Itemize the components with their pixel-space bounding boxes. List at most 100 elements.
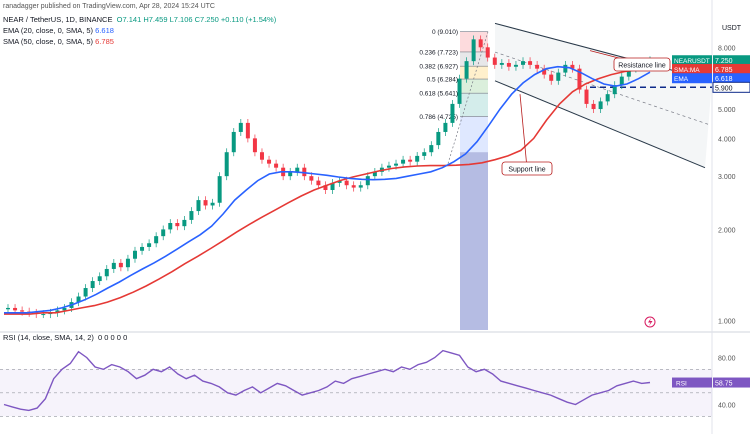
candle-body (570, 64, 575, 69)
sma-legend-label: SMA (50, close, 0, SMA, 5) (3, 37, 94, 46)
candle-body (577, 68, 582, 90)
candle-body (111, 262, 116, 269)
ema-legend-value: 6.618 (95, 26, 114, 35)
candle-body (245, 122, 250, 139)
candle-body (528, 61, 533, 65)
fib-level-label: 0 (9.010) (432, 29, 458, 36)
candle-body (506, 62, 511, 67)
price-tick-label: 5.000 (718, 107, 736, 114)
sma-50-line (4, 68, 651, 315)
symbol-badge: NEARUSDT (674, 58, 710, 65)
lightning-icon-bolt (648, 318, 653, 326)
rsi-legend-label: RSI (14, close, SMA, 14, 2) (3, 333, 94, 342)
lightning-icon (644, 316, 656, 328)
sma-legend[interactable]: SMA (50, close, 0, SMA, 5) 6.785 (3, 37, 114, 46)
ema-legend[interactable]: EMA (20, close, 0, SMA, 5) 6.618 (3, 26, 114, 35)
rsi-tag-bg (672, 377, 712, 388)
fib-zone (460, 66, 488, 80)
candle-body (295, 167, 300, 172)
candle-body (626, 68, 631, 77)
candle-body (598, 101, 603, 110)
fib-zone (460, 79, 488, 94)
candle-body (259, 152, 264, 160)
rsi-tick-label: 40.00 (718, 403, 736, 410)
candle-body (83, 288, 88, 297)
resistance-callout-label: Resistance line (618, 63, 666, 70)
ema-value-badge: 6.618 (715, 76, 733, 83)
rsi-line (3, 349, 651, 412)
candle-body (147, 243, 152, 247)
candle-body (499, 62, 504, 65)
fib-level-label: 0.786 (4.725) (419, 114, 458, 121)
candle-body (62, 307, 67, 311)
resistance-callout-box (613, 57, 671, 72)
candle-body (309, 176, 314, 181)
lightning-icon-ring (644, 316, 656, 328)
axis-currency: USDT (722, 25, 742, 32)
candle-body (41, 314, 46, 316)
level-badge: 5.900 (715, 85, 733, 92)
sma-tag: SMA:MA (674, 67, 700, 74)
fib-trend-line (447, 31, 489, 164)
fib-zone (460, 152, 488, 330)
support-callout-pointer (519, 94, 528, 169)
candle-body (6, 307, 10, 310)
channel-fill (495, 23, 712, 168)
rsi-legend-tail: 0 0 0 0 0 (98, 333, 128, 342)
candle-body (337, 180, 342, 183)
ema-tag: EMA (674, 76, 689, 83)
candle-body (76, 296, 81, 303)
support-callout-label: Support line (508, 167, 545, 174)
candle-body (97, 276, 102, 282)
candle-body (471, 39, 476, 62)
candle-body (203, 200, 208, 206)
ema-20-line (4, 65, 651, 314)
price-tick-label: 3.000 (718, 174, 736, 181)
candle-body (252, 138, 257, 153)
ema-legend-label: EMA (20, close, 0, SMA, 5) (3, 26, 94, 35)
support-line (494, 80, 706, 169)
candle-body (429, 145, 434, 153)
candle-body (154, 236, 159, 244)
sma-value-badge: 6.785 (715, 67, 733, 74)
fib-level-label: 0.382 (6.927) (419, 64, 458, 71)
candle-body (104, 268, 109, 277)
support-callout-box (501, 161, 553, 176)
candle-body (422, 152, 427, 156)
price-tick-label: 8.000 (718, 45, 736, 52)
candle-body (401, 159, 406, 164)
candle-body (288, 171, 293, 177)
candle-body (175, 223, 180, 227)
candle-body (457, 78, 462, 104)
fib-zone (460, 93, 488, 117)
candle-body (436, 131, 441, 146)
candle-body (365, 176, 370, 186)
level-badge-bg (712, 81, 750, 93)
fib-level-label: 0.618 (5.641) (419, 91, 458, 98)
candle-body (415, 155, 420, 162)
candle-body (605, 94, 610, 102)
rsi-legend[interactable]: RSI (14, close, SMA, 14, 2) 0 0 0 0 0 (3, 333, 127, 342)
candle-body (619, 76, 624, 86)
candle-body (549, 74, 554, 81)
candle-body (443, 122, 448, 132)
candle-body (316, 180, 321, 186)
candle-body (358, 185, 363, 188)
candle-body (168, 223, 173, 230)
fib-level-label: 0.236 (7.723) (419, 49, 458, 56)
candle-body (140, 246, 145, 251)
price-badge: 7.250 (715, 58, 733, 65)
symbol-title: NEAR / TetherUS, 1D, BINANCE (3, 15, 113, 24)
candle-body (372, 171, 377, 177)
candle-body (231, 131, 236, 153)
symbol-badge-bg (672, 55, 712, 66)
candle-body (125, 258, 130, 268)
ema-value-badge-bg (713, 73, 750, 84)
sma-legend-value: 6.785 (95, 37, 114, 46)
candle-body (492, 57, 497, 65)
candle-body (542, 68, 547, 75)
candle-body (450, 103, 455, 123)
